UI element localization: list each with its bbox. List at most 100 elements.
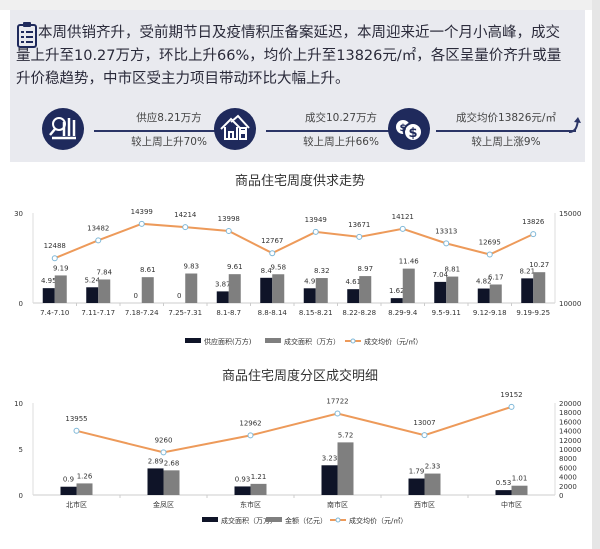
price-label: 13955 (65, 415, 87, 423)
bar-label: 11.46 (399, 258, 420, 266)
scrollbar[interactable] (592, 0, 600, 549)
price-point (138, 220, 145, 227)
x-tick-label: 西市区 (414, 500, 435, 509)
price-point (443, 240, 450, 247)
bar-series2 (141, 277, 154, 303)
y2-tick-label: 10000 (559, 446, 581, 454)
bar-series1 (216, 291, 229, 303)
bar-label: 4.9 (304, 277, 315, 285)
bar-label: 9.83 (183, 263, 199, 271)
legend-label: 成交均价（元/㎡） (364, 337, 422, 346)
bar-label: 8.61 (140, 266, 156, 274)
bar-label: 3.23 (322, 454, 338, 462)
x-tick-label: 7.11-7.17 (81, 309, 115, 317)
bar-series2 (163, 470, 180, 495)
x-tick-label: 9.12-9.18 (473, 309, 507, 317)
price-label: 13949 (305, 216, 327, 224)
bar-label: 9.58 (270, 263, 286, 271)
bar-label: 9.61 (227, 263, 243, 271)
price-label: 13826 (522, 218, 545, 226)
price-point (225, 228, 232, 235)
bar-series1 (521, 278, 534, 303)
chart-district-deals: 0510020004000600080001000012000140001600… (14, 391, 581, 525)
bar-series1 (321, 465, 338, 495)
chart-weekly-supply-demand: 0 30 10000 15000 7.4-7.10 4.95 9.19 7.11-7.17 5.… (14, 208, 581, 346)
bar-series2 (533, 272, 546, 303)
bar-series2 (402, 268, 415, 303)
price-point (334, 410, 341, 417)
price-label: 14399 (131, 208, 153, 216)
bar-label: 8.81 (444, 266, 460, 274)
y-tick-label: 5 (19, 446, 23, 454)
price-point (530, 231, 537, 238)
bar-label: 2.68 (164, 459, 180, 467)
stat-supply-value: 供应8.21万方 (136, 112, 202, 124)
y2-tick-label: 15000 (559, 210, 581, 218)
price-point (160, 449, 167, 456)
svg-text:$: $ (400, 123, 407, 134)
stat-price-change: 较上周上涨9% (471, 136, 541, 148)
price-line (54, 222, 534, 260)
bar-series1 (495, 490, 512, 495)
price-label: 17722 (326, 397, 348, 405)
y2-tick-label: 2000 (559, 483, 577, 491)
x-tick-label: 8.29-9.4 (388, 309, 418, 317)
bar-series1 (408, 478, 425, 495)
bar-label: 9.19 (53, 264, 69, 272)
y-tick-label: 0 (19, 492, 23, 500)
bar-label: 0 (134, 292, 138, 300)
price-label: 12488 (44, 242, 66, 250)
x-tick-label: 8.22-8.28 (342, 309, 376, 317)
x-tick-label: 7.4-7.10 (40, 309, 69, 317)
price-label: 13007 (413, 419, 435, 427)
legend-swatch (266, 517, 282, 522)
chart1-title: 商品住宅周度供求走势 (234, 174, 365, 189)
x-tick-label: 8.15-8.21 (299, 309, 333, 317)
bar-label: 0.9 (63, 476, 74, 484)
bar-label: 5.24 (84, 276, 100, 284)
bar-label: 0 (177, 292, 181, 300)
bar-series1 (347, 289, 360, 303)
bar-series2 (337, 442, 354, 495)
y2-tick-label: 20000 (559, 400, 581, 408)
price-point (95, 237, 102, 244)
chart-magnifier-icon (42, 108, 84, 150)
x-tick-label: 东市区 (240, 500, 261, 509)
bar-label: 2.33 (425, 463, 441, 471)
y2-tick-label: 16000 (559, 418, 581, 426)
price-point (269, 250, 276, 257)
clipboard-icon (17, 22, 37, 48)
bar-series1 (234, 486, 251, 495)
bar-series2 (185, 273, 198, 303)
bar-label: 6.17 (488, 273, 504, 281)
bar-series1 (434, 281, 447, 303)
bar-series2 (54, 275, 67, 303)
y2-tick-label: 6000 (559, 464, 577, 472)
bar-series2 (359, 276, 372, 303)
bar-series1 (147, 468, 164, 495)
y2-tick-label: 12000 (559, 437, 581, 445)
price-label: 14214 (174, 211, 197, 219)
dollar-coins-icon: $ $ (388, 108, 430, 150)
bar-label: 1.01 (512, 475, 528, 483)
bar-label: 2.89 (148, 457, 164, 465)
price-line (76, 405, 512, 454)
bar-series2 (489, 284, 502, 303)
x-tick-label: 南市区 (327, 500, 348, 509)
price-label: 13998 (218, 215, 240, 223)
bar-label: 10.27 (529, 261, 549, 269)
bar-label: 1.79 (409, 468, 425, 476)
price-label: 14121 (392, 213, 414, 221)
x-tick-label: 北市区 (66, 500, 87, 509)
price-label: 12767 (261, 237, 283, 245)
y2-tick-label: 4000 (559, 474, 577, 482)
legend-marker (335, 517, 341, 523)
x-tick-label: 7.18-7.24 (125, 309, 159, 317)
bar-label: 0.53 (496, 479, 512, 487)
price-point (182, 224, 189, 231)
y2-tick-label: 18000 (559, 409, 581, 417)
price-label: 13482 (87, 224, 109, 232)
bar-series1 (390, 298, 403, 303)
bar-series1 (42, 288, 55, 303)
legend-label: 供应面积(万方) (204, 337, 252, 346)
